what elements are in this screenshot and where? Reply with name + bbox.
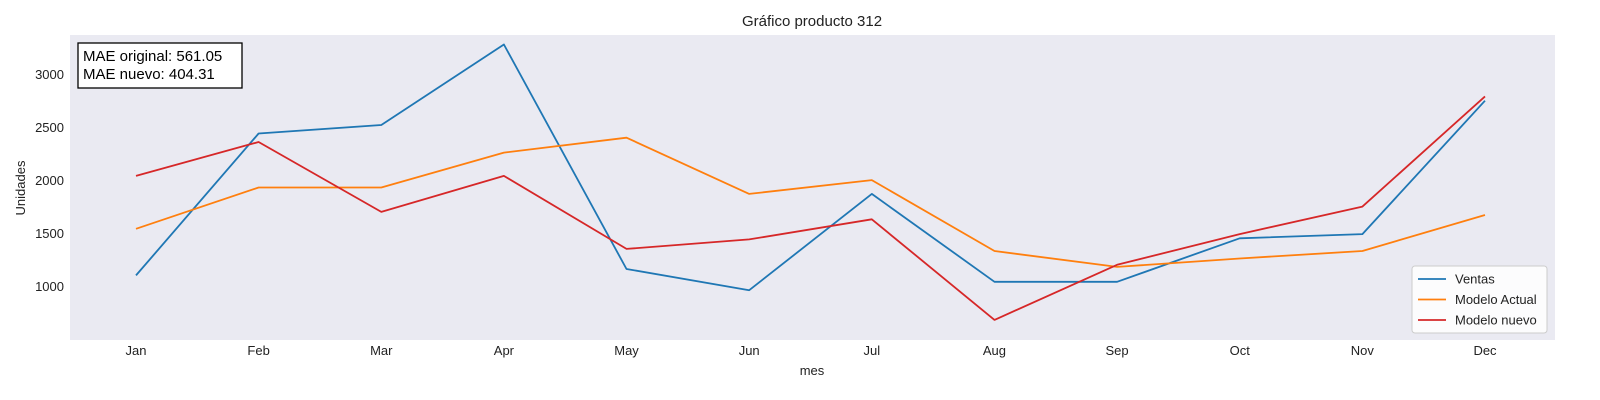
chart-title: Gráfico producto 312 — [742, 13, 882, 30]
x-tick-label: Mar — [370, 343, 393, 358]
x-tick-label: Nov — [1351, 343, 1375, 358]
x-tick-label: May — [614, 343, 639, 358]
y-axis-ticks: 1000 1500 2000 2500 3000 — [35, 67, 64, 294]
x-tick-label: Jun — [739, 343, 760, 358]
annotation-frame — [77, 42, 243, 89]
x-tick-label: Dec — [1473, 343, 1497, 358]
legend-label: Modelo nuevo — [1455, 313, 1537, 328]
x-axis-ticks: Jan Feb Mar Apr May Jun Jul Aug Sep Oct Nov Dec — [126, 343, 1498, 358]
x-tick-label: Jan — [126, 343, 147, 358]
y-axis-label: Unidades — [13, 160, 28, 215]
legend: Ventas Modelo Actual Modelo nuevo — [1411, 265, 1548, 334]
legend-label: Ventas — [1455, 272, 1495, 287]
y-tick-label: 1500 — [35, 226, 64, 241]
x-tick-label: Oct — [1230, 343, 1251, 358]
x-tick-label: Sep — [1106, 343, 1129, 358]
x-tick-label: Feb — [247, 343, 269, 358]
x-tick-label: Aug — [983, 343, 1006, 358]
series-lines — [135, 43, 1486, 321]
y-tick-label: 3000 — [35, 67, 64, 82]
legend-frame — [1411, 265, 1548, 334]
x-tick-label: Apr — [494, 343, 515, 358]
annotation-box: MAE original: 561.05 MAE nuevo: 404.31 — [77, 42, 243, 89]
y-tick-label: 2500 — [35, 120, 64, 135]
x-axis-label: mes — [800, 363, 825, 378]
series-line-ventas — [135, 43, 1486, 292]
y-tick-label: 1000 — [35, 279, 64, 294]
legend-label: Modelo Actual — [1455, 292, 1537, 307]
series-line-modelo-nuevo — [135, 95, 1486, 321]
annotation-line-2: MAE nuevo: 404.31 — [83, 66, 215, 83]
series-line-modelo-actual — [135, 136, 1486, 268]
annotation-line-1: MAE original: 561.05 — [83, 48, 222, 65]
y-tick-label: 2000 — [35, 173, 64, 188]
x-tick-label: Jul — [864, 343, 881, 358]
